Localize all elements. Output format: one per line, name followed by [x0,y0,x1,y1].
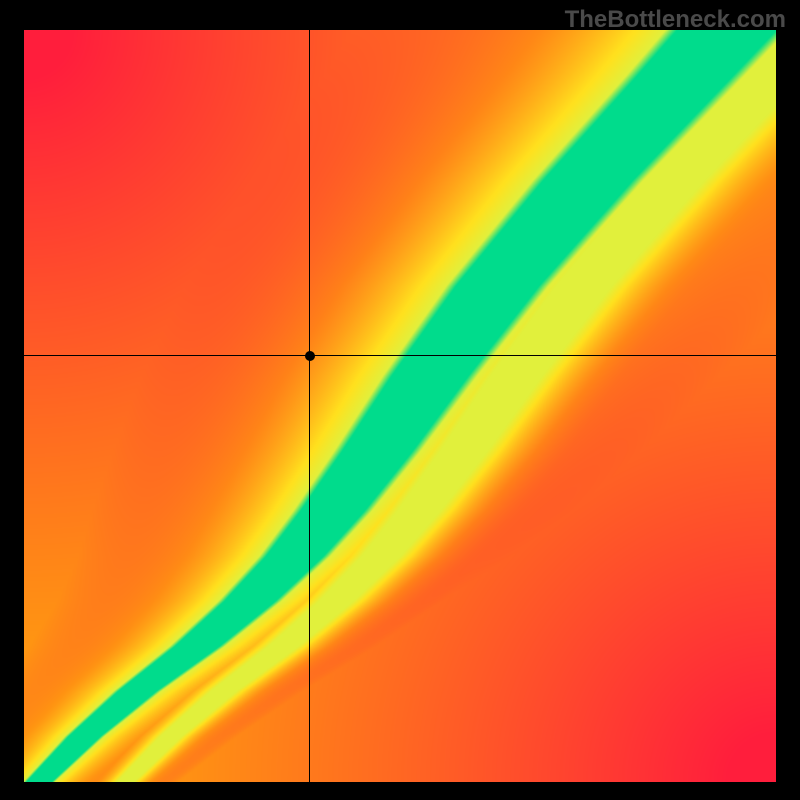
heatmap-canvas [24,30,776,782]
plot-area [24,30,776,782]
chart-container: TheBottleneck.com [0,0,800,800]
watermark-text: TheBottleneck.com [565,6,786,34]
crosshair-vertical [309,30,310,782]
selected-point-marker [305,351,315,361]
crosshair-horizontal [24,355,776,356]
